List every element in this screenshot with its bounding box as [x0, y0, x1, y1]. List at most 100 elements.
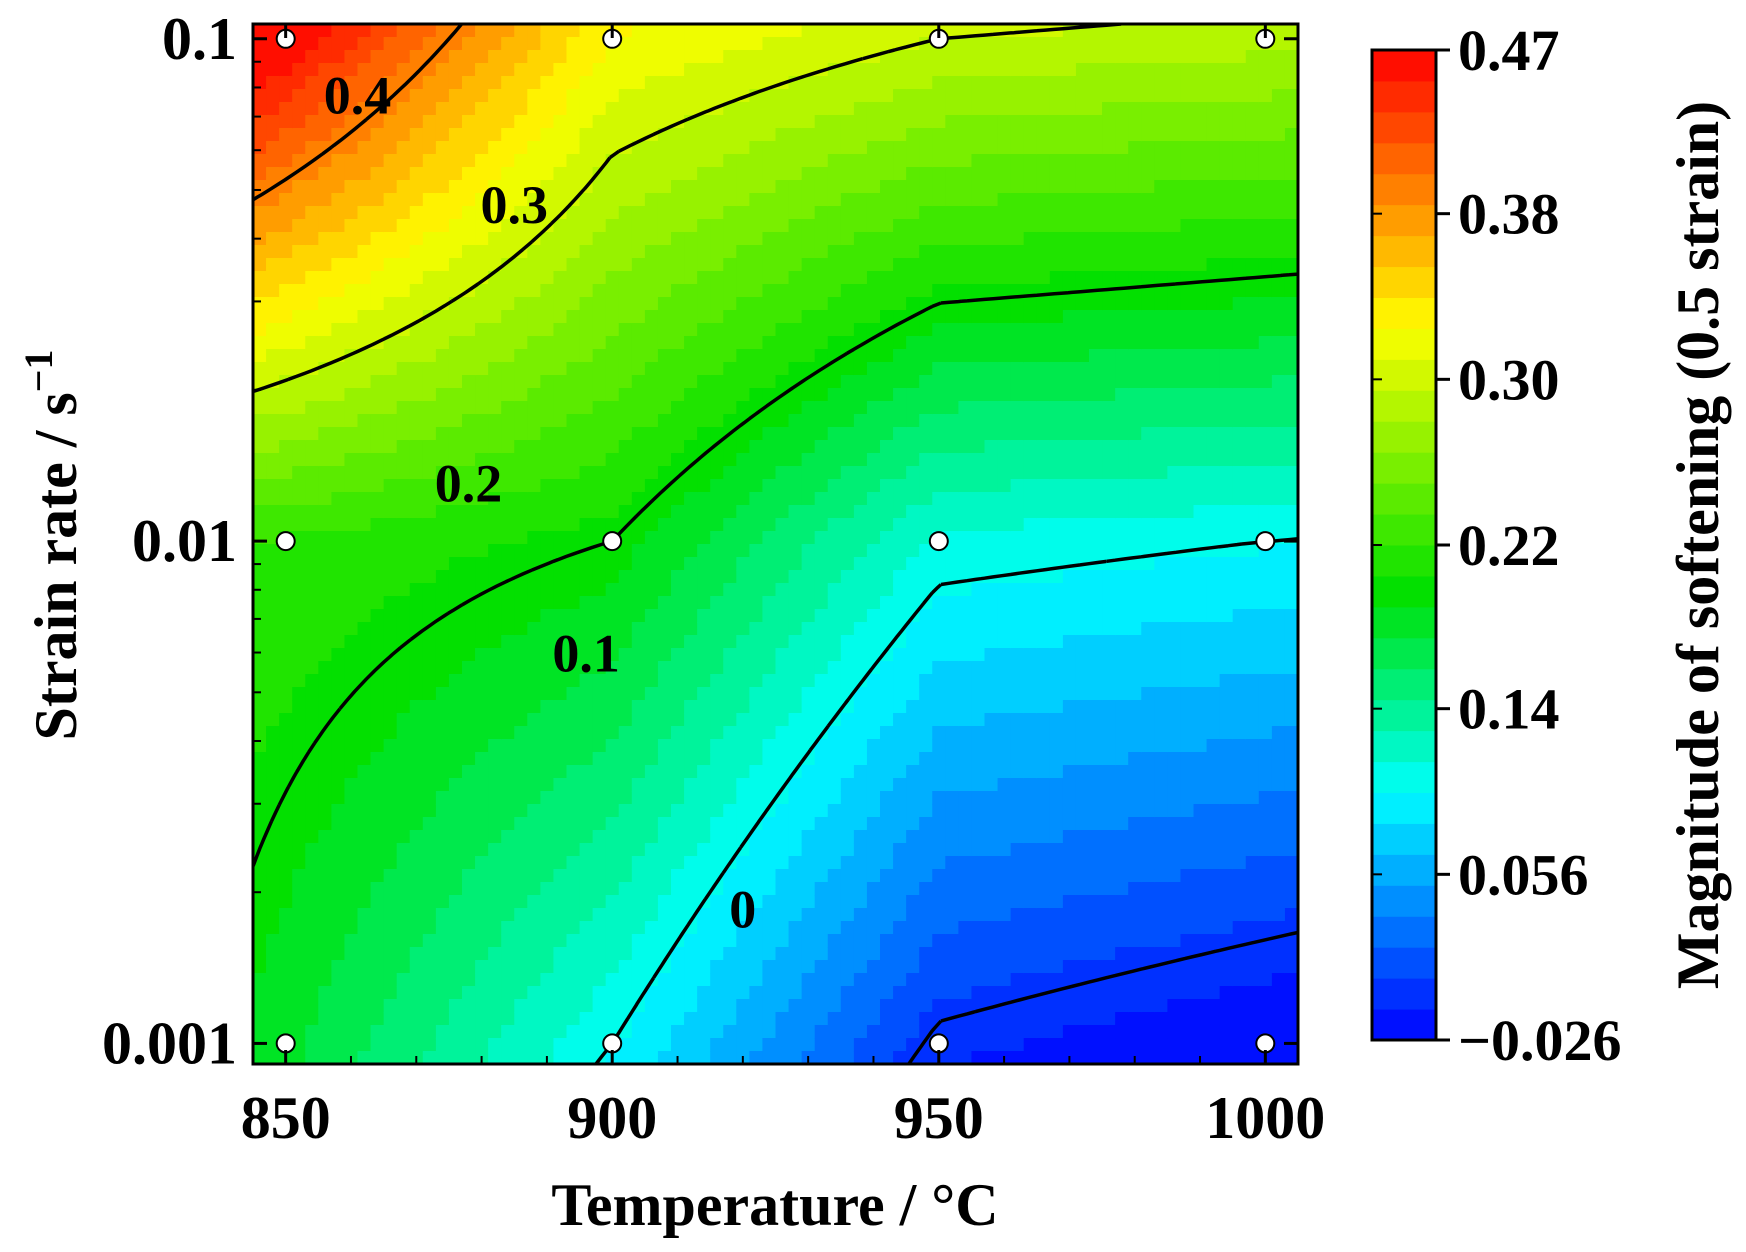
heatmap-cell	[383, 583, 398, 597]
heatmap-cell	[723, 648, 737, 662]
heatmap-cell	[266, 427, 280, 441]
heatmap-cell	[514, 1051, 528, 1064]
heatmap-cell	[540, 336, 555, 350]
heatmap-cell	[253, 401, 267, 415]
heatmap-cell	[501, 1012, 515, 1026]
heatmap-cell	[684, 427, 698, 441]
heatmap-cell	[1062, 50, 1077, 64]
heatmap-cell	[775, 635, 790, 649]
heatmap-cell	[866, 518, 881, 532]
heatmap-cell	[853, 648, 868, 662]
heatmap-cell	[801, 37, 816, 51]
heatmap-cell	[318, 37, 332, 51]
heatmap-cell	[997, 466, 1012, 480]
heatmap-cell	[331, 544, 346, 558]
heatmap-cell	[919, 193, 933, 207]
heatmap-cell	[266, 323, 280, 337]
heatmap-cell	[566, 986, 581, 1000]
heatmap-cell	[475, 375, 489, 389]
heatmap-cell	[906, 791, 920, 805]
heatmap-cell	[671, 375, 685, 389]
heatmap-cell	[814, 518, 829, 532]
heatmap-cell	[671, 310, 685, 324]
heatmap-cell	[488, 1051, 502, 1064]
heatmap-cell	[396, 37, 411, 51]
heatmap-cell	[657, 687, 672, 701]
heatmap-cell	[775, 63, 790, 77]
heatmap-cell	[462, 817, 476, 831]
heatmap-cell	[488, 115, 502, 129]
heatmap-cell	[1023, 1051, 1038, 1064]
heatmap-cell	[644, 440, 659, 454]
heatmap-cell	[253, 1051, 267, 1064]
heatmap-cell	[762, 635, 777, 649]
heatmap-cell	[383, 349, 398, 363]
heatmap-cell	[422, 427, 437, 441]
heatmap-cell	[527, 895, 541, 909]
heatmap-cell	[723, 596, 737, 610]
heatmap-cell	[853, 284, 868, 298]
heatmap-cell	[409, 947, 424, 961]
heatmap-cell	[945, 908, 959, 922]
heatmap-cell	[553, 960, 568, 974]
heatmap-cell	[919, 323, 933, 337]
heatmap-cell	[945, 128, 959, 142]
heatmap-cell	[919, 804, 933, 818]
heatmap-cell	[409, 453, 424, 467]
heatmap-cell	[579, 219, 594, 233]
heatmap-cell	[840, 622, 855, 636]
heatmap-cell	[1049, 362, 1064, 376]
heatmap-cell	[292, 63, 306, 77]
heatmap-cell	[762, 102, 777, 116]
heatmap-cell	[788, 440, 803, 454]
heatmap-cell	[893, 596, 907, 610]
heatmap-cell	[292, 791, 306, 805]
heatmap-cell	[749, 544, 764, 558]
heatmap-cell	[710, 1051, 724, 1064]
heatmap-cell	[840, 180, 855, 194]
heatmap-cell	[697, 180, 711, 194]
heatmap-cell	[305, 167, 319, 181]
heatmap-cell	[357, 960, 372, 974]
heatmap-cell	[919, 986, 933, 1000]
heatmap-cell	[984, 882, 999, 896]
heatmap-cell	[344, 947, 359, 961]
heatmap-cell	[906, 986, 920, 1000]
heatmap-cell	[723, 791, 737, 805]
heatmap-cell	[514, 648, 528, 662]
heatmap-cell	[814, 765, 829, 779]
heatmap-cell	[514, 843, 528, 857]
heatmap-cell	[997, 544, 1012, 558]
heatmap-cell	[253, 661, 267, 675]
heatmap-cell	[775, 622, 790, 636]
heatmap-cell	[370, 622, 385, 636]
heatmap-cell	[684, 609, 698, 623]
heatmap-cell	[540, 583, 555, 597]
heatmap-cell	[357, 180, 372, 194]
heatmap-cell	[736, 778, 750, 792]
heatmap-cell	[318, 583, 332, 597]
heatmap-cell	[1023, 271, 1038, 285]
heatmap-cell	[1023, 466, 1038, 480]
heatmap-cell	[409, 492, 424, 506]
heatmap-cell	[958, 24, 973, 38]
heatmap-cell	[788, 700, 803, 714]
heatmap-cell	[266, 492, 280, 506]
heatmap-cell	[475, 24, 489, 38]
heatmap-cell	[370, 76, 385, 90]
heatmap-cell	[971, 440, 986, 454]
heatmap-cell	[579, 1038, 594, 1052]
heatmap-cell	[1010, 908, 1025, 922]
heatmap-cell	[1023, 622, 1038, 636]
heatmap-cell	[253, 908, 267, 922]
heatmap-cell	[762, 778, 777, 792]
heatmap-cell	[422, 570, 437, 584]
heatmap-cell	[540, 973, 555, 987]
heatmap-cell	[344, 895, 359, 909]
heatmap-cell	[971, 752, 986, 766]
heatmap-cell	[592, 843, 607, 857]
heatmap-cell	[657, 24, 672, 38]
heatmap-cell	[840, 466, 855, 480]
heatmap-cell	[292, 50, 306, 64]
heatmap-cell	[409, 570, 424, 584]
